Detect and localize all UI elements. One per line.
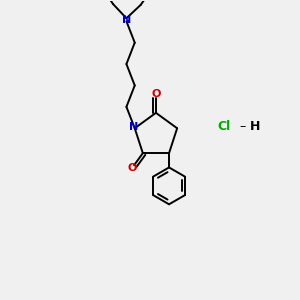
Text: N: N (129, 122, 138, 132)
Text: Cl: Cl (218, 120, 231, 133)
Text: N: N (122, 15, 131, 25)
Text: –: – (239, 120, 245, 133)
Text: H: H (250, 120, 261, 133)
Text: O: O (127, 163, 137, 173)
Text: O: O (151, 89, 160, 99)
